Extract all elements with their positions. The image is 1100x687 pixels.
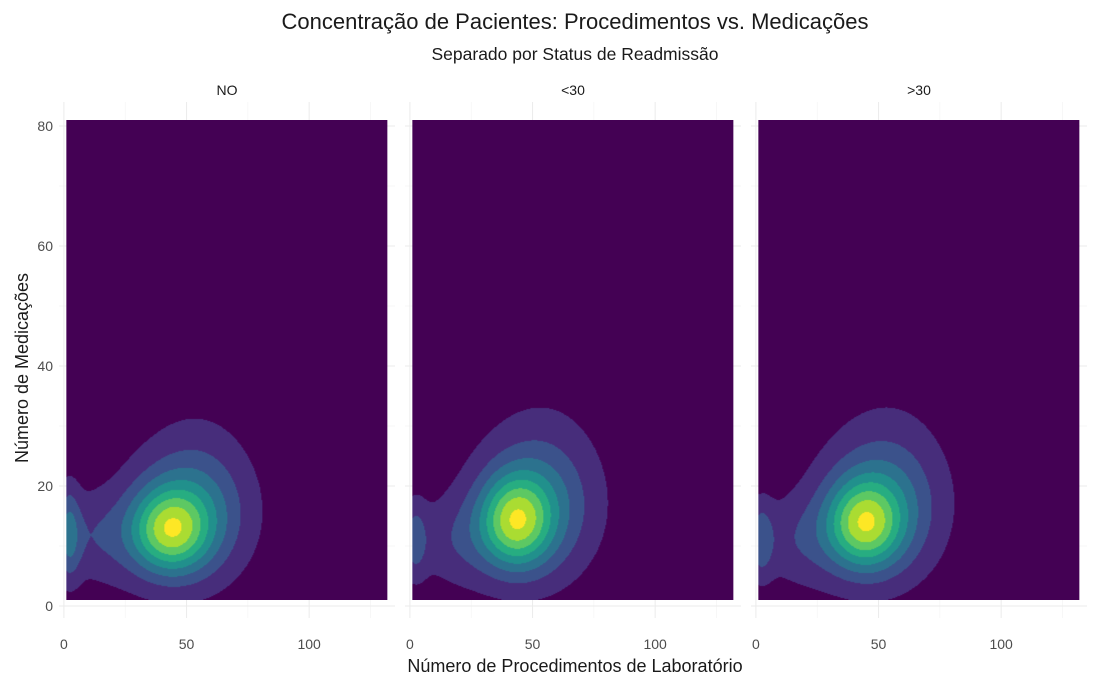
y-tick-label: 80 <box>37 118 53 134</box>
x-tick-label: 100 <box>643 636 667 652</box>
facet-strip-label: NO <box>217 82 238 98</box>
x-tick-label: 100 <box>297 636 321 652</box>
facet-panels: NO 0 50 100 <30 0 50 100 >30 0 50 100 0 20 40 60 80 <box>37 82 1087 652</box>
density-contour-fill <box>758 120 1080 600</box>
facet-panel: <30 0 50 100 <box>405 82 741 652</box>
chart-subtitle: Separado por Status de Readmissão <box>432 44 719 64</box>
x-tick-label: 0 <box>406 636 414 652</box>
facet-strip-label: >30 <box>907 82 931 98</box>
y-tick-label: 40 <box>37 358 53 374</box>
x-tick-label: 0 <box>752 636 760 652</box>
density-contour-fill <box>66 120 388 600</box>
facet-panel: >30 0 50 100 <box>751 82 1087 652</box>
x-tick-label: 0 <box>60 636 68 652</box>
y-axis-title: Número de Medicações <box>12 273 32 463</box>
y-tick-label: 20 <box>37 478 53 494</box>
x-axis-title: Número de Procedimentos de Laboratório <box>407 656 742 676</box>
x-tick-label: 100 <box>989 636 1013 652</box>
facet-strip-label: <30 <box>561 82 585 98</box>
x-tick-label: 50 <box>871 636 887 652</box>
chart-title: Concentração de Pacientes: Procedimentos… <box>282 9 869 34</box>
facet-panel: NO 0 50 100 <box>59 82 395 652</box>
x-tick-label: 50 <box>179 636 195 652</box>
y-tick-label: 60 <box>37 238 53 254</box>
x-tick-label: 50 <box>525 636 541 652</box>
density-contour-fill <box>412 120 734 600</box>
y-tick-label: 0 <box>45 598 53 614</box>
